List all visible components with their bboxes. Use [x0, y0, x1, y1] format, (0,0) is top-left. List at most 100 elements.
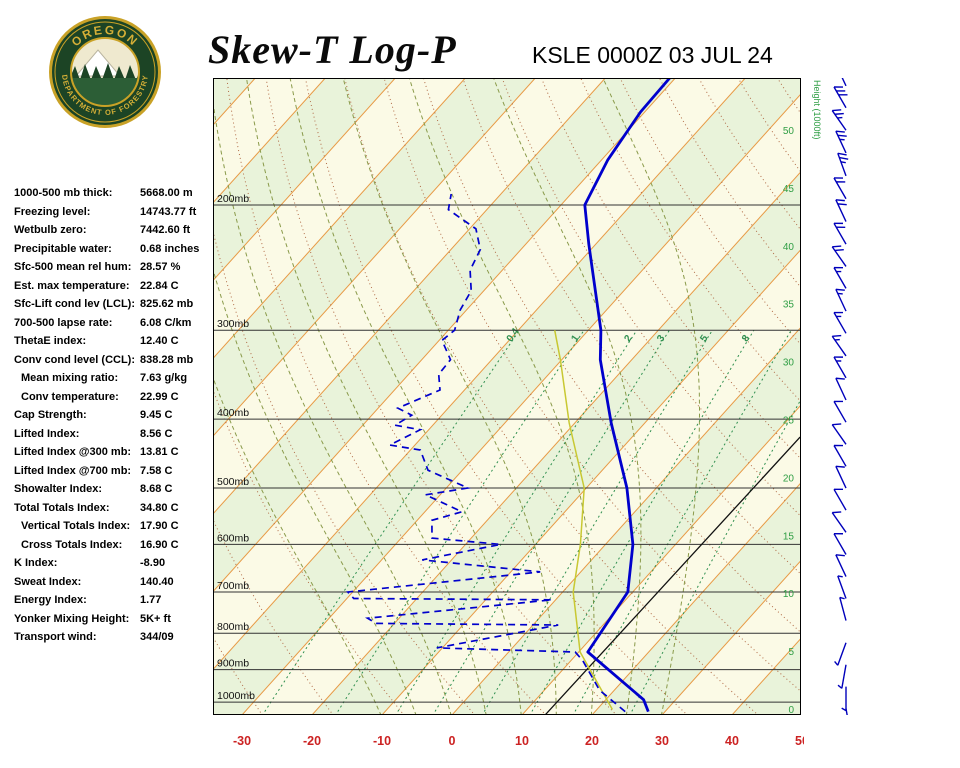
stat-value: 5K+ ft: [140, 612, 171, 625]
stat-row: Est. max temperature: 22.84 C: [14, 278, 214, 297]
stat-value: 8.56 C: [140, 427, 173, 440]
logo-inner-gold-ring: [54, 21, 156, 123]
stat-value: 12.40 C: [140, 335, 179, 347]
page-title: Skew-T Log-P: [208, 27, 457, 72]
barb-staff: [837, 153, 847, 177]
pressure-label: 600mb: [217, 532, 249, 544]
isotherm-line: [171, 77, 746, 716]
stat-value: 28.57 %: [140, 261, 181, 273]
barb-tick: [834, 249, 844, 252]
stat-row: Transport wind: 344/09: [14, 629, 214, 648]
wind-barb: [835, 465, 847, 489]
temp-tick-label: 50: [795, 734, 804, 748]
barb-staff: [831, 246, 847, 267]
stat-label: 1000-500 mb thick:: [14, 187, 113, 199]
height-tick-label: 40: [783, 242, 795, 253]
barb-half-tick: [837, 684, 843, 689]
wind-barb: [835, 377, 847, 401]
stat-label: Showalter Index:: [14, 483, 103, 495]
wind-barb: [837, 152, 849, 177]
dry-adiabat: [419, 66, 902, 717]
isotherm-band: [172, 78, 816, 715]
pressure-label: 200mb: [217, 193, 249, 205]
mixing-ratio-label: 8: [740, 333, 752, 344]
wind-barb: [833, 444, 847, 467]
stat-row: Cross Totals Index: 16.90 C: [14, 537, 214, 556]
wind-barb: [845, 708, 851, 733]
stat-value: 6.08 C/km: [140, 316, 192, 329]
barb-half-tick: [840, 161, 846, 164]
dry-adiabat: [302, 67, 689, 717]
temp-tick-label: -10: [372, 734, 392, 748]
wind-barb: [835, 199, 847, 222]
stat-row: Sfc-500 mean rel hum: 28.57 %: [14, 259, 214, 278]
mixing-ratio-line: [481, 329, 713, 717]
stat-row: ThetaE index: 12.40 C: [14, 333, 214, 352]
stat-row: 700-500 lapse rate: 6.08 C/km: [14, 315, 214, 334]
wind-barb: [841, 686, 847, 712]
moist-adiabat: [289, 74, 522, 716]
stat-row: Lifted Index @700 mb: 7.58 C: [14, 463, 214, 482]
temp-tick-label: 40: [725, 734, 739, 748]
stat-row: Conv cond level (CCL): 838.28 mb: [14, 352, 214, 371]
stat-row: Cap Strength: 9.45 C: [14, 407, 214, 426]
temp-axis: -30 -20 -10 0 10 20 30 40 50: [213, 734, 804, 752]
wind-barb: [835, 130, 847, 154]
stat-value: 16.90 C: [140, 538, 179, 551]
stat-label: K Index:: [14, 557, 58, 569]
barb-staff: [835, 130, 847, 154]
chart-border: [213, 78, 801, 715]
dry-adiabat: [575, 66, 960, 553]
stat-row: Freezing level: 14743.77 ft: [14, 204, 214, 223]
stat-label: Conv temperature:: [21, 390, 119, 403]
stat-label: Cross Totals Index:: [21, 538, 123, 551]
temperature-curve: [583, 75, 672, 713]
mixing-ratio-label: 3: [655, 333, 667, 344]
temp-tick-label: -20: [302, 734, 322, 748]
wind-barb: [831, 511, 847, 533]
stat-value: 838.28 mb: [140, 353, 194, 366]
moist-adiabat: [245, 74, 487, 716]
stat-row: Wetbulb zero: 7442.60 ft: [14, 222, 214, 241]
stat-value: -8.90: [140, 557, 166, 569]
moist-adiabat: [601, 74, 700, 716]
barb-staff: [837, 575, 847, 599]
stat-value: 344/09: [140, 631, 174, 643]
barb-staff: [833, 445, 847, 467]
barb-staff: [835, 289, 847, 312]
barb-half-tick: [839, 596, 845, 600]
isotherm-band: [312, 78, 956, 715]
wind-barb: [835, 554, 847, 577]
mixing-ratio-line: [629, 329, 841, 717]
wind-barb: [837, 664, 847, 689]
height-tick-label: 15: [783, 531, 795, 542]
barb-tick: [834, 112, 844, 115]
barb-tick: [832, 109, 842, 112]
wind-barb: [835, 63, 849, 87]
stat-value: 22.99 C: [140, 390, 179, 403]
stat-value: 8.68 C: [140, 483, 173, 495]
wind-barb: [833, 222, 847, 245]
barb-staff: [839, 597, 847, 621]
stat-label: Mean mixing ratio:: [21, 372, 119, 384]
barb-tick: [837, 152, 847, 156]
stat-label: Sweat Index:: [14, 575, 82, 588]
barb-staff: [833, 533, 847, 555]
stat-value: 9.45 C: [140, 409, 173, 421]
stat-value: 1.77: [140, 594, 162, 606]
barb-tick: [832, 423, 842, 426]
barb-tick: [837, 134, 847, 137]
stat-row: Energy Index: 1.77: [14, 592, 214, 611]
height-tick-label: 25: [783, 416, 795, 427]
dry-adiabat: [380, 66, 831, 717]
barb-staff: [833, 267, 847, 289]
chart-root: 0.4 1 2 3 5 8200mb300mb400mb500mb600mb700mb80…: [0, 66, 960, 717]
wind-barb: [833, 177, 847, 200]
dry-adiabat: [614, 66, 960, 502]
height-tick-label: 10: [783, 589, 795, 600]
stat-value: 17.90 C: [140, 520, 179, 532]
logo-scene-ring: [70, 37, 140, 107]
moist-adiabat: [491, 74, 642, 716]
stat-value: 34.80 C: [140, 501, 179, 514]
wind-barbs-svg: [831, 63, 851, 733]
